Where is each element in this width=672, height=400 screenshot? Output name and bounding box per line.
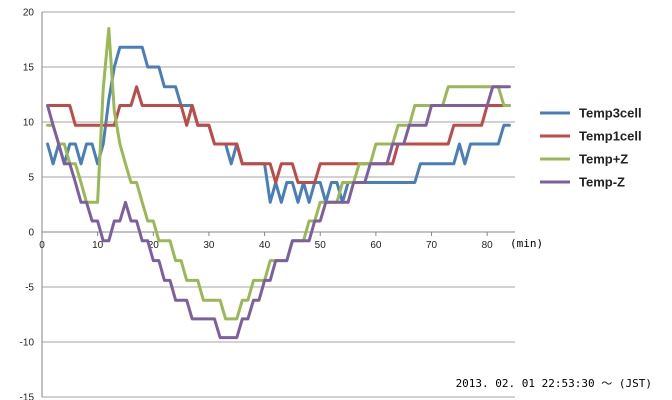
x-tick-label: 20 (148, 240, 160, 251)
series-Temp-Z (46, 85, 511, 340)
series-line (46, 45, 511, 204)
axes: -15 -10 -5 0 5 10 15 20 0 10 20 30 40 50 60 70 80 (20, 8, 515, 400)
x-tick-label: 80 (482, 240, 494, 251)
legend-label: Temp1cell (579, 129, 642, 144)
legend-label: Temp3cell (579, 106, 642, 121)
x-tick-label: 30 (203, 240, 215, 251)
x-tick-label: 10 (92, 240, 104, 251)
legend-item: Temp1cell (540, 129, 642, 144)
x-tick-label: 60 (370, 240, 382, 251)
y-tick-label: 10 (23, 118, 35, 129)
legend-item: Temp3cell (540, 106, 642, 121)
legend-item: Temp+Z (540, 152, 628, 167)
legend-label: Temp+Z (579, 152, 628, 167)
x-axis-unit-label: (min) (510, 237, 543, 250)
x-tick-label: 50 (315, 240, 327, 251)
series-Temp1cell (46, 85, 511, 184)
legend: Temp3cell Temp1cell Temp+Z Temp-Z (540, 106, 642, 190)
y-tick-label: 20 (23, 8, 35, 19)
series-lines (46, 27, 511, 340)
gridlines (42, 11, 515, 398)
series-line (46, 85, 511, 184)
timestamp-footer: 2013. 02. 01 22:53:30 ～ (JST) (456, 377, 652, 390)
y-tick-label: -5 (25, 283, 34, 294)
y-tick-label: 15 (23, 63, 35, 74)
legend-label: Temp-Z (579, 175, 625, 190)
x-tick-label: 40 (259, 240, 271, 251)
x-tick-label: 70 (426, 240, 438, 251)
x-tick-label: 0 (39, 240, 45, 251)
y-tick-label: -10 (20, 338, 35, 349)
y-tick-label: 0 (28, 228, 34, 239)
y-tick-label: -15 (20, 393, 35, 400)
legend-item: Temp-Z (540, 175, 625, 190)
series-line (46, 85, 511, 340)
y-tick-label: 5 (28, 173, 34, 184)
